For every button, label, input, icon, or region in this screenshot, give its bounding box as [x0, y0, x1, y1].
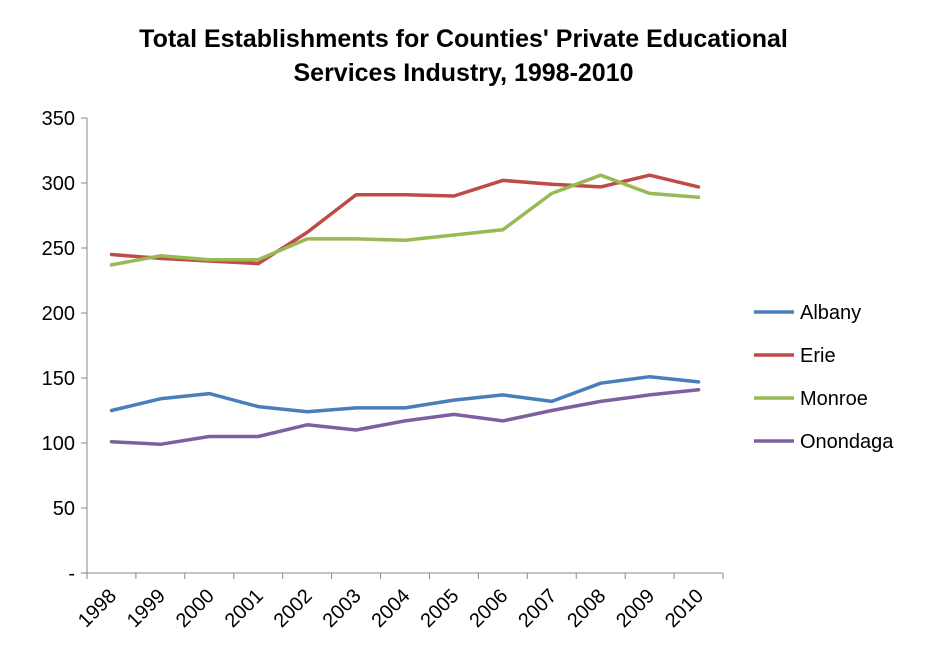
y-tick-label: 250 [42, 238, 75, 260]
series-lines [109, 173, 701, 447]
legend-label-onondaga: Onondaga [800, 431, 894, 453]
legend-label-albany: Albany [800, 302, 861, 324]
x-tick-label: 2006 [465, 585, 512, 632]
legend: Albany Erie Monroe Onondaga [754, 302, 894, 453]
chart-title: Total Establishments for Counties' Priva… [0, 22, 927, 90]
series-line-monroe [109, 173, 701, 267]
y-tick-label: 350 [42, 108, 75, 130]
x-tick-label: 2007 [514, 585, 561, 632]
x-tick-label: 2004 [368, 585, 415, 632]
x-tick-label: 2001 [221, 585, 268, 632]
x-tick-label: 2009 [612, 585, 659, 632]
y-tick-label: 100 [42, 433, 75, 455]
chart-title-line1: Total Establishments for Counties' Priva… [139, 25, 788, 53]
legend-label-monroe: Monroe [800, 388, 868, 410]
y-tick-label: 200 [42, 303, 75, 325]
series-line-albany [109, 374, 701, 414]
y-tick-label: 300 [42, 173, 75, 195]
x-tick-label: 2002 [270, 585, 317, 632]
x-tick-label: 1999 [123, 585, 170, 632]
x-axis-ticks: 1998 1999 2000 2001 2002 2003 2004 2005 2006 2007… [74, 573, 724, 632]
x-tick-label: 1998 [74, 585, 121, 632]
series-line-onondaga [109, 387, 701, 447]
y-tick-label: - [68, 563, 75, 585]
y-axis-ticks: - 50 100 150 200 250 300 350 [42, 108, 87, 585]
chart-axes [86, 118, 723, 574]
x-tick-label: 2003 [319, 585, 366, 632]
x-tick-label: 2005 [416, 585, 463, 632]
x-tick-label: 2008 [563, 585, 610, 632]
y-tick-label: 50 [53, 498, 75, 520]
x-tick-label: 2000 [172, 585, 219, 632]
legend-label-erie: Erie [800, 345, 836, 367]
y-tick-label: 150 [42, 368, 75, 390]
x-tick-label: 2010 [661, 585, 708, 632]
chart-title-line2: Services Industry, 1998-2010 [293, 59, 634, 87]
series-line-erie [109, 173, 701, 266]
